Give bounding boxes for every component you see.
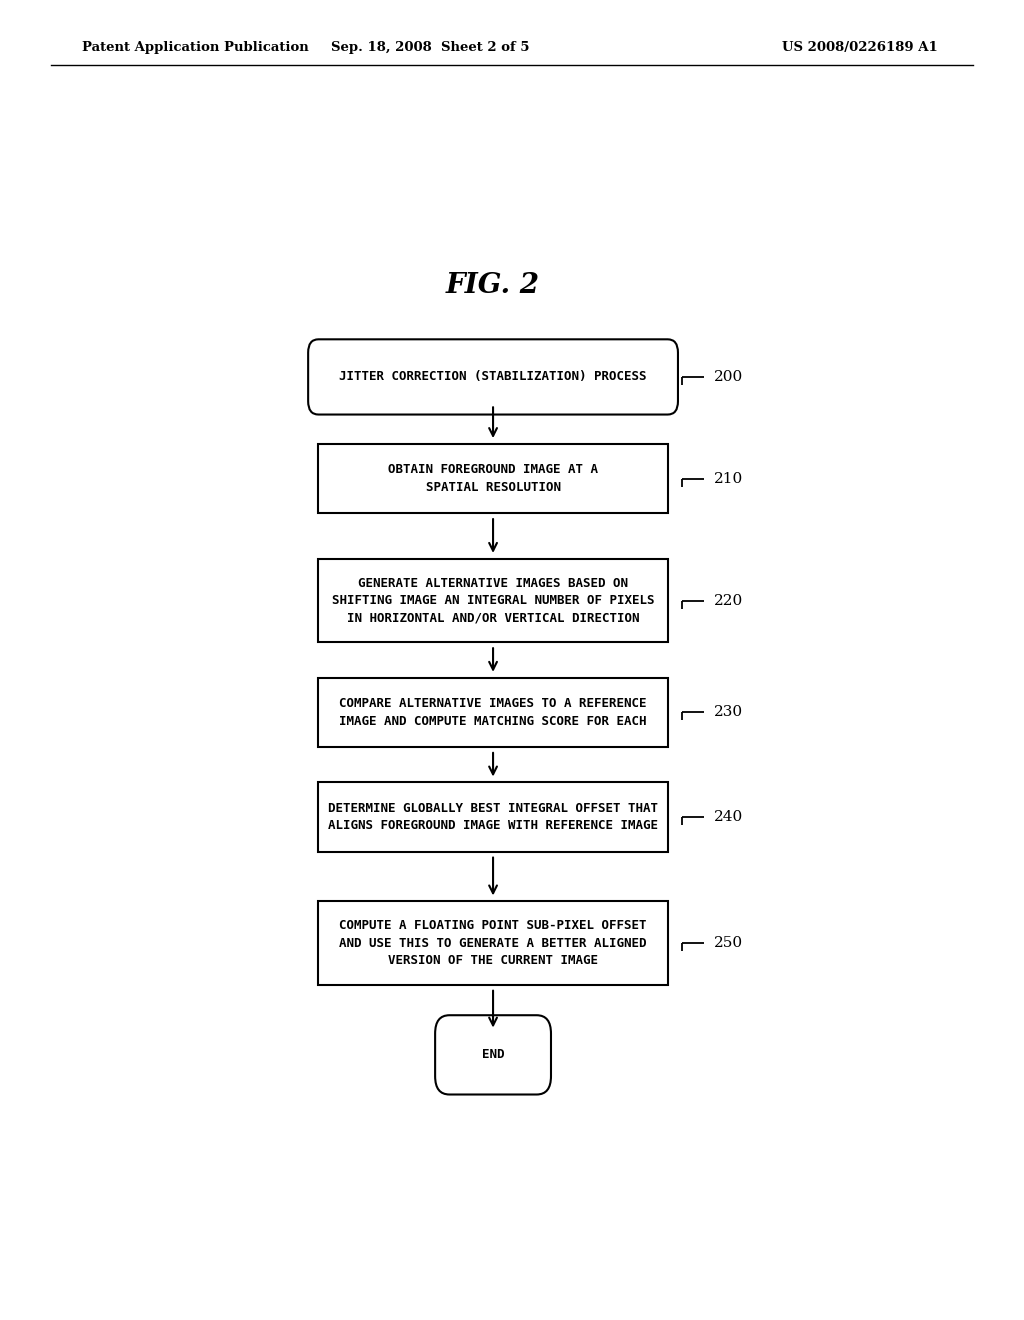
Text: Sep. 18, 2008  Sheet 2 of 5: Sep. 18, 2008 Sheet 2 of 5: [331, 41, 529, 54]
Text: Patent Application Publication: Patent Application Publication: [82, 41, 308, 54]
Text: GENERATE ALTERNATIVE IMAGES BASED ON
SHIFTING IMAGE AN INTEGRAL NUMBER OF PIXELS: GENERATE ALTERNATIVE IMAGES BASED ON SHI…: [332, 577, 654, 624]
FancyBboxPatch shape: [318, 902, 668, 985]
FancyBboxPatch shape: [308, 339, 678, 414]
Text: OBTAIN FOREGROUND IMAGE AT A
SPATIAL RESOLUTION: OBTAIN FOREGROUND IMAGE AT A SPATIAL RES…: [388, 463, 598, 494]
Text: COMPARE ALTERNATIVE IMAGES TO A REFERENCE
IMAGE AND COMPUTE MATCHING SCORE FOR E: COMPARE ALTERNATIVE IMAGES TO A REFERENC…: [339, 697, 647, 727]
Text: 220: 220: [714, 594, 743, 607]
FancyBboxPatch shape: [318, 444, 668, 513]
Text: 200: 200: [714, 370, 743, 384]
Text: END: END: [482, 1048, 504, 1061]
Text: 240: 240: [714, 810, 743, 824]
Text: US 2008/0226189 A1: US 2008/0226189 A1: [782, 41, 938, 54]
Text: 210: 210: [714, 471, 743, 486]
Text: 230: 230: [714, 705, 742, 719]
Text: 250: 250: [714, 936, 742, 950]
FancyBboxPatch shape: [318, 558, 668, 643]
Text: COMPUTE A FLOATING POINT SUB-PIXEL OFFSET
AND USE THIS TO GENERATE A BETTER ALIG: COMPUTE A FLOATING POINT SUB-PIXEL OFFSE…: [339, 919, 647, 968]
FancyBboxPatch shape: [318, 677, 668, 747]
Text: JITTER CORRECTION (STABILIZATION) PROCESS: JITTER CORRECTION (STABILIZATION) PROCES…: [339, 371, 647, 383]
FancyBboxPatch shape: [435, 1015, 551, 1094]
FancyBboxPatch shape: [318, 783, 668, 851]
Text: FIG. 2: FIG. 2: [446, 272, 540, 298]
Text: DETERMINE GLOBALLY BEST INTEGRAL OFFSET THAT
ALIGNS FOREGROUND IMAGE WITH REFERE: DETERMINE GLOBALLY BEST INTEGRAL OFFSET …: [328, 801, 658, 833]
